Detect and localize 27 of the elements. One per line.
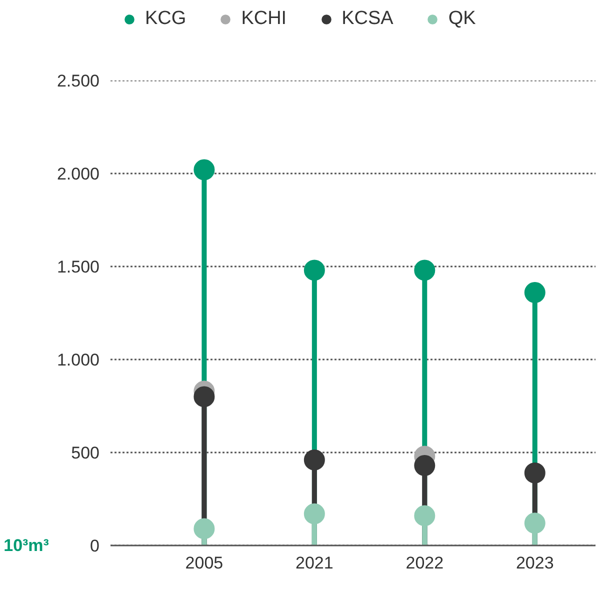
legend-label: KCSA [342, 8, 394, 30]
x-tick-label: 2022 [406, 554, 444, 572]
legend-label: KCHI [241, 8, 287, 30]
legend-label: QK [448, 8, 476, 30]
y-tick-label: 2.500 [56, 72, 100, 90]
y-tick-label: 500 [71, 444, 100, 462]
point [194, 518, 215, 540]
y-tick-label: 0 [90, 536, 100, 556]
point [304, 260, 325, 281]
x-tick-label: 2023 [516, 554, 554, 572]
point [414, 455, 436, 476]
point [194, 159, 215, 180]
y-axis-title: 10³m³ [4, 536, 50, 555]
point [414, 260, 436, 281]
y-tick-label: 1.500 [56, 258, 100, 276]
x-tick-label: 2005 [185, 554, 224, 572]
y-tick-label: 1.000 [56, 350, 100, 370]
point [524, 462, 546, 484]
point [304, 449, 325, 470]
y-tick-label: 2.000 [56, 164, 100, 184]
point [414, 505, 436, 526]
x-tick-label: 2021 [296, 554, 334, 572]
point [524, 282, 546, 304]
point [304, 503, 325, 524]
point [194, 386, 215, 408]
legend-label: KCG [145, 8, 186, 30]
point [524, 512, 546, 534]
